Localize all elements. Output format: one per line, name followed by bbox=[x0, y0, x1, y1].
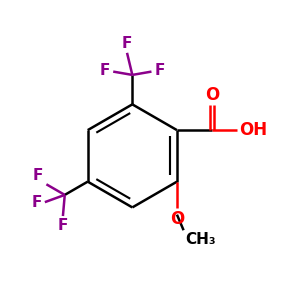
Text: F: F bbox=[32, 195, 42, 210]
Text: F: F bbox=[33, 168, 44, 183]
Text: F: F bbox=[155, 63, 165, 78]
Text: F: F bbox=[58, 218, 68, 233]
Text: F: F bbox=[99, 63, 110, 78]
Text: OH: OH bbox=[239, 121, 267, 139]
Text: F: F bbox=[122, 36, 132, 51]
Text: CH₃: CH₃ bbox=[185, 232, 216, 247]
Text: O: O bbox=[205, 85, 219, 103]
Text: O: O bbox=[170, 210, 184, 228]
